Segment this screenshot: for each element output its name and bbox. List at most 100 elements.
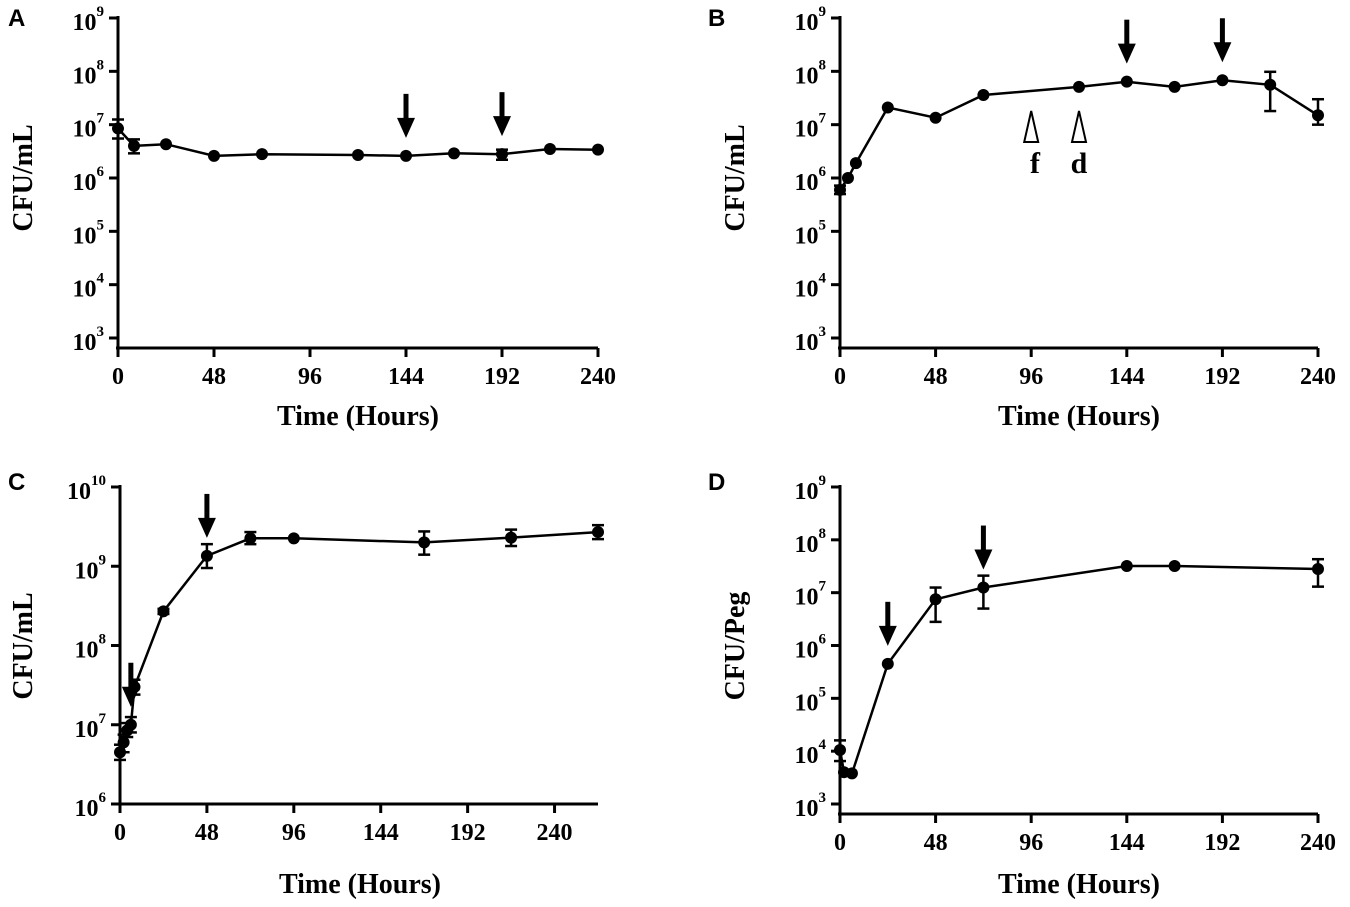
panel-a-data-point	[128, 139, 140, 152]
panel-b-label: B	[708, 5, 725, 32]
panel-c-y-tick-label: 109	[75, 552, 107, 584]
panel-b-arrow-down-icon	[1213, 18, 1232, 63]
panel-b-data-point	[1216, 74, 1229, 87]
panel-c-x-tick-label: 144	[363, 820, 399, 846]
panel-a-x-tick-label: 48	[202, 364, 226, 390]
panel-b-data-point	[841, 172, 854, 184]
panel-c-series-line	[118, 530, 599, 753]
panel-b-y-axis-label: CFU/mL	[720, 124, 751, 231]
panel-c-data-point	[505, 531, 518, 544]
panel-d-data-point	[977, 581, 990, 594]
panel-d-y-tick-label: 106	[795, 632, 827, 664]
panel-b-x-tick-label: 192	[1204, 364, 1240, 390]
panel-c: C CFU/mL Time (Hours) 106 107 108 109 1010 0 4…	[8, 469, 604, 900]
panel-c-data-point	[287, 532, 300, 545]
panel-b-data-point	[1073, 80, 1085, 93]
panel-c-data-point	[418, 536, 431, 549]
panel-d-y-tick-label: 109	[795, 473, 827, 505]
panel-b-data-point	[929, 111, 942, 124]
panel-d-x-tick-label: 48	[924, 830, 948, 856]
panel-d-x-tick-label: 240	[1300, 830, 1336, 856]
panel-d-label: D	[708, 469, 725, 496]
panel-b-data-point	[849, 157, 862, 170]
panel-d-data-point	[929, 593, 942, 606]
panel-a-y-tick-label: 106	[73, 164, 105, 196]
panel-a: A CFU/mL Time (Hours) 103 104 105 106 107 108…	[8, 4, 616, 432]
panel-b-y-tick-label: 109	[795, 4, 827, 36]
panel-c-data-point	[200, 549, 213, 562]
panel-a-x-tick-label: 144	[388, 364, 424, 390]
panel-c-data-point	[124, 718, 137, 731]
panel-a-data-point	[592, 143, 604, 156]
panel-a-y-axis-label: CFU/mL	[8, 124, 39, 231]
panel-b-x-tick-label: 48	[924, 364, 948, 390]
panel-a-y-tick-label: 109	[73, 4, 105, 36]
panel-d-y-axis-label: CFU/Peg	[720, 592, 751, 701]
panel-c-y-tick-label: 106	[75, 790, 107, 822]
panel-b-open-arrow-up-icon	[1070, 110, 1088, 143]
panel-c-x-tick-label: 192	[450, 820, 486, 846]
panel-a-y-tick-label: 105	[73, 217, 105, 249]
panel-d-y-tick-label: 108	[795, 526, 827, 558]
panel-d-arrow-down-icon	[878, 601, 897, 646]
panel-c-data-point	[244, 532, 257, 545]
panel-d-y-tick-label: 107	[795, 579, 827, 611]
panel-c-arrow-down-icon	[197, 493, 216, 538]
panel-a-y-tick-label: 108	[73, 57, 105, 89]
panel-b-data-point	[1264, 78, 1277, 91]
panel-d-series-line	[838, 564, 1319, 775]
panel-d-y-tick-label: 104	[795, 737, 827, 769]
panel-b-open-arrow-up-icon	[1022, 110, 1040, 143]
panel-d-data-point	[834, 744, 846, 757]
panel-a-data-point	[352, 148, 364, 161]
panel-a-label: A	[8, 5, 25, 32]
panel-a-data-point	[400, 149, 412, 162]
panel-a-y-tick-label: 104	[73, 271, 105, 303]
panel-b-data-point	[834, 183, 846, 196]
panel-a-arrow-down-icon	[493, 92, 511, 137]
panel-a-data-point	[160, 138, 172, 151]
panel-a-x-tick-label: 192	[484, 364, 520, 390]
panel-a-x-tick-label: 96	[298, 364, 322, 390]
panel-c-y-tick-label: 107	[75, 711, 107, 743]
panel-a-data-point	[496, 148, 508, 161]
panel-b-error-bar	[1264, 70, 1277, 113]
panel-b-data-point	[977, 88, 990, 101]
panel-a-y-tick-label: 103	[73, 324, 105, 356]
panel-b-annotation-d: d	[1071, 147, 1088, 180]
panel-a-data-point	[256, 148, 268, 161]
panel-d-x-tick-label: 192	[1204, 830, 1240, 856]
panel-c-x-tick-label: 96	[282, 820, 306, 846]
panel-a-data-point	[112, 122, 124, 135]
panel-b-data-point	[1168, 80, 1181, 93]
panel-b-x-tick-label: 0	[834, 364, 846, 390]
panel-d-data-point	[881, 657, 894, 670]
panel-d-data-point	[845, 767, 858, 780]
panel-d-arrow-down-icon	[974, 525, 993, 570]
panel-d-data-point	[1168, 559, 1181, 572]
panel-b-y-tick-label: 104	[795, 271, 827, 303]
panel-b-annotation-f: f	[1030, 147, 1041, 180]
panel-b-data-point	[1120, 75, 1133, 88]
panel-c-y-tick-label: 108	[75, 632, 107, 664]
panel-a-x-tick-label: 240	[580, 364, 616, 390]
panel-c-x-tick-label: 240	[537, 820, 573, 846]
panel-b-data-point	[1312, 109, 1324, 122]
panel-c-x-tick-label: 0	[114, 820, 126, 846]
panel-d: D CFU/Peg Time (Hours) 103 104 105 106 107 10…	[708, 469, 1336, 900]
panel-c-y-tick-label: 1010	[67, 473, 106, 505]
panel-d-data-point	[1120, 559, 1133, 572]
panel-b-x-tick-label: 96	[1019, 364, 1043, 390]
panel-c-x-axis-label: Time (Hours)	[279, 869, 441, 900]
panel-a-data-point	[544, 142, 556, 155]
panel-c-data-point	[157, 605, 170, 618]
panel-c-data-point	[117, 736, 130, 749]
panel-a-y-tick-label: 107	[73, 111, 105, 143]
panel-a-x-tick-label: 0	[112, 364, 124, 390]
panel-b-y-tick-label: 106	[795, 164, 827, 196]
panel-a-data-point	[448, 147, 460, 160]
panel-c-label: C	[8, 469, 25, 496]
panel-b-y-tick-label: 108	[795, 57, 827, 89]
panel-d-x-axis-label: Time (Hours)	[998, 869, 1160, 900]
